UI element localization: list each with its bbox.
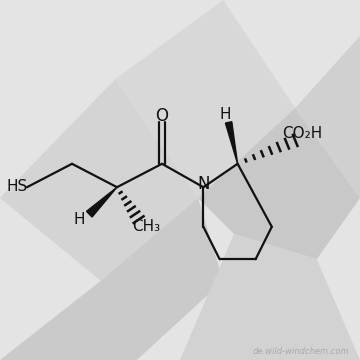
Polygon shape	[0, 79, 198, 281]
Text: HS: HS	[6, 179, 28, 194]
Text: CO₂H: CO₂H	[282, 126, 323, 141]
Polygon shape	[115, 0, 295, 198]
Polygon shape	[180, 234, 360, 360]
Polygon shape	[225, 122, 238, 164]
Text: H: H	[73, 212, 85, 227]
Polygon shape	[0, 198, 223, 360]
Polygon shape	[198, 108, 360, 259]
Text: N: N	[197, 175, 210, 193]
Polygon shape	[86, 187, 117, 217]
Text: de.wild-windchem.com: de.wild-windchem.com	[253, 347, 349, 356]
Text: CH₃: CH₃	[132, 219, 160, 234]
Text: H: H	[220, 107, 231, 122]
Text: O: O	[156, 107, 168, 125]
Polygon shape	[295, 36, 360, 198]
